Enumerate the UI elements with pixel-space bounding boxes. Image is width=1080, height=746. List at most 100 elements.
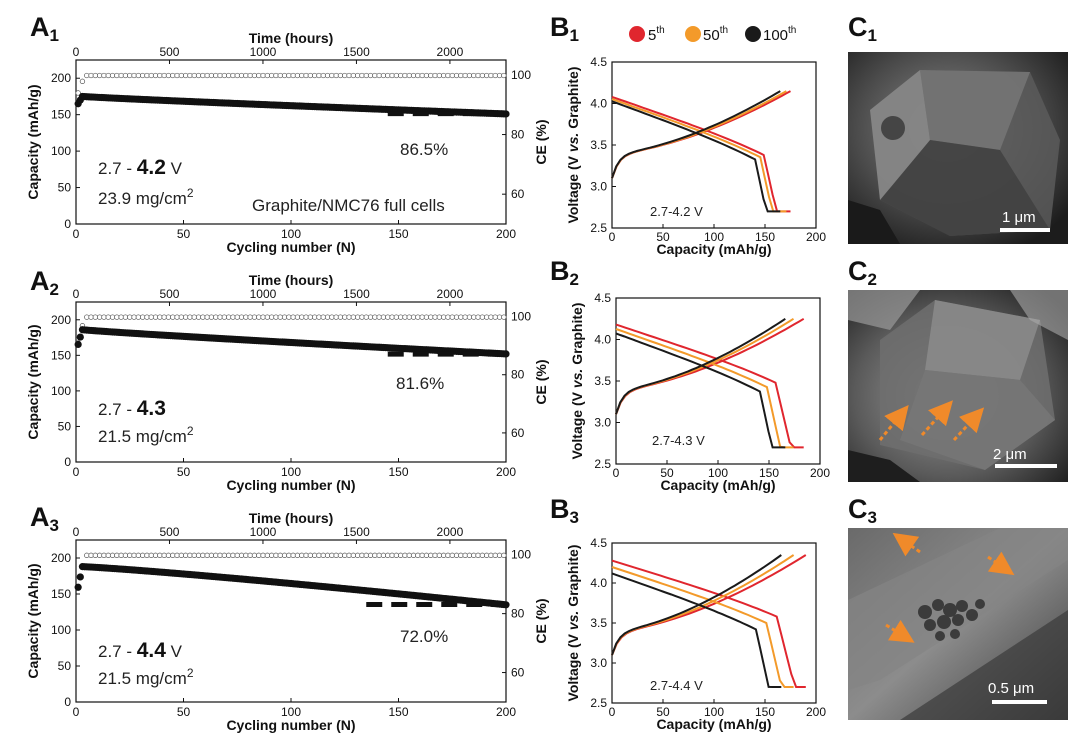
a1-ce-point (208, 72, 215, 79)
a3-ce-point (221, 552, 228, 558)
a2-voltage-window: 2.7 - 4.3 (98, 397, 166, 420)
a3-ce-point (88, 552, 94, 558)
a3-ce-point (264, 552, 271, 558)
a1-ce-point (324, 72, 331, 79)
a3-ce-point (492, 552, 498, 558)
a2-ce-point (105, 314, 111, 320)
a2-ce-point (462, 314, 468, 320)
b2-xtick-label: 0 (613, 466, 620, 480)
a2-ce-point (479, 314, 486, 320)
a3-ce-point (247, 552, 253, 558)
a3-ce-point (299, 552, 305, 558)
a3-ce-point (286, 552, 292, 558)
a1-ce-point (312, 72, 318, 79)
a1-ce-point (501, 72, 507, 79)
a1-ce-point (475, 72, 481, 79)
a3-ce-point (380, 552, 387, 558)
a3-ytick-label: 200 (51, 551, 71, 565)
a2-xtick-label: 200 (496, 465, 516, 479)
a1-ce-point (484, 72, 490, 79)
a3-toptick-label: 1000 (250, 525, 277, 539)
a3-ce-point (294, 552, 301, 558)
b2-ytick-label: 4.0 (594, 333, 611, 347)
a1-ce-point (79, 78, 86, 84)
a2-toptick-label: 0 (73, 287, 80, 301)
panel-b1: 0 50 100 150 200 2.5 3.0 3.5 4.0 4.5 Capacity (mAh… (565, 55, 826, 257)
a1-ce-point (290, 72, 296, 79)
b2-xtick-label: 150 (759, 466, 779, 480)
a2-ce-point (449, 314, 455, 320)
a3-ce-point (385, 552, 391, 558)
a3-ce-series (75, 552, 507, 591)
c2-scale-label: 2 μm (993, 446, 1027, 463)
a1-ce-point (260, 72, 266, 79)
legend-5th-label: 5th (648, 25, 665, 44)
a1-ce-point (496, 72, 503, 79)
a1-ce-point (243, 72, 249, 79)
a2-ce-point (342, 314, 348, 320)
a1-ce-point (161, 72, 167, 79)
a2-ce-point (458, 314, 464, 320)
a2-ce-point (488, 314, 494, 320)
a2-ce-point (501, 314, 507, 320)
panel-label-b1: B1 (550, 12, 579, 45)
a3-toplabel: Time (hours) (249, 510, 334, 526)
a3-ce-point (195, 552, 202, 558)
a2-ce-point (484, 314, 490, 320)
a1-ce-point (131, 72, 137, 79)
a3-ce-point (419, 552, 425, 558)
a3-ce-point (118, 552, 124, 558)
b2-discharge-100th (615, 332, 786, 449)
a2-ce-point (415, 314, 421, 320)
a1-ce-point (256, 72, 262, 79)
a1-ce-point (96, 72, 103, 79)
a3-ce-point (135, 552, 142, 558)
a1-ce-point (135, 72, 142, 79)
a2-ce-point (393, 314, 400, 320)
a1-capacity-point (502, 110, 510, 118)
a1-ce-point (428, 72, 434, 79)
a3-ce-point (367, 552, 374, 558)
a2-xlabel: Cycling number (N) (226, 477, 355, 493)
b3-ytick-label: 3.5 (590, 616, 607, 630)
a2-ce-point (182, 314, 189, 320)
c3-arrow-2 (987, 551, 1015, 576)
a2-ce-point (329, 314, 335, 320)
a1-ce-point (75, 90, 81, 96)
a2-ytick-label: 50 (58, 419, 72, 433)
a2-xtick-label: 0 (73, 465, 80, 479)
a3-ce-point (152, 552, 159, 558)
a1-ce-point (449, 72, 455, 79)
a1-ce-point (398, 72, 404, 79)
a2-ce-point (84, 314, 90, 320)
a3-ce-point (441, 552, 447, 558)
a2-ce-point (161, 314, 167, 320)
a1-ce-point (109, 72, 116, 79)
a1-ce-point (247, 72, 253, 79)
a2-ce-point (445, 314, 451, 320)
a1-ce-point (277, 72, 283, 79)
a1-ce-point (92, 72, 98, 79)
a1-ce-point (436, 72, 443, 79)
a3-ce-point (96, 552, 103, 558)
a2-toplabel: Time (hours) (249, 272, 334, 288)
a2-ce-point (359, 314, 365, 320)
a2-ce-point (320, 314, 326, 320)
a3-ce-point (148, 552, 154, 558)
a1-ce-point (389, 72, 395, 79)
a2-ytick-label: 100 (51, 384, 71, 398)
b3-discharge-50th (611, 566, 794, 688)
sem-image-c2: 2 μm (848, 290, 1068, 482)
a2-ce-point (135, 314, 142, 320)
b2-ylabel: Voltage (V vs. Graphite) (569, 303, 585, 460)
a3-ytick-label: 50 (58, 659, 72, 673)
a1-ce-point (423, 72, 430, 79)
a3-capacity-point (76, 573, 84, 581)
a1-y2tick-label: 60 (511, 187, 525, 201)
legend-100th-swatch (745, 26, 761, 42)
a1-ce-point (170, 72, 176, 79)
a1-ce-point (393, 72, 400, 79)
a1-ce-point (488, 72, 494, 79)
a2-ce-point (355, 314, 361, 320)
a1-xlabel: Cycling number (N) (226, 239, 355, 255)
